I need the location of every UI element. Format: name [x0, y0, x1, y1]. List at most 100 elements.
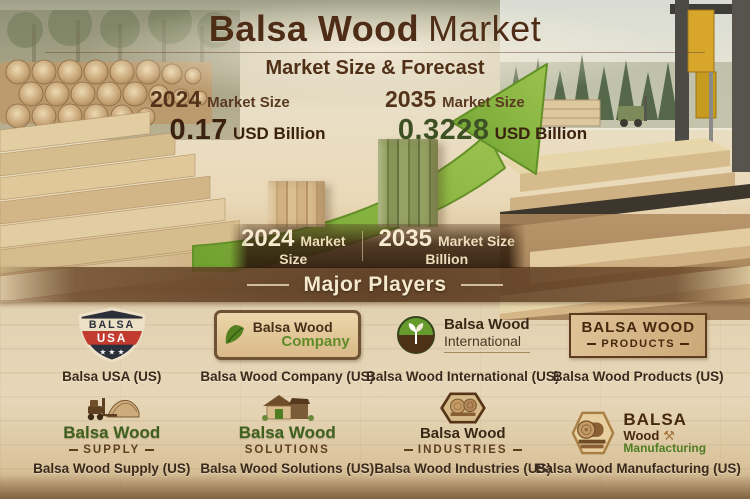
player-label: Balsa Wood Supply (US): [33, 461, 191, 476]
supply-line2: SUPPLY: [83, 444, 141, 456]
company-logo: Balsa Wood Company: [213, 306, 361, 364]
barn-icon: [262, 395, 315, 421]
forklift-icon: [87, 398, 140, 421]
player-balsa-wood-manufacturing: BALSA Wood ⚒ Manufacturing Balsa Wood Ma…: [536, 392, 741, 476]
heading-dash-right: [460, 283, 503, 286]
page-title: Balsa Wood Market: [0, 8, 750, 50]
supply-logo: Balsa Wood SUPPLY: [63, 392, 160, 456]
axis-label-2024: 2024 Market Size: [241, 224, 346, 267]
company-line2: Company: [281, 332, 350, 350]
company-line1: Balsa Wood: [252, 319, 333, 336]
solutions-logo: Balsa Wood SOLUTIONS: [239, 392, 336, 456]
players-row-2: Balsa Wood SUPPLY Balsa Wood Supply (US): [24, 392, 741, 476]
products-line2-row: PRODUCTS: [581, 338, 695, 350]
dash-right: [680, 342, 690, 345]
solutions-line1: Balsa Wood: [238, 423, 336, 442]
player-label: Balsa Wood Industries (US): [374, 461, 552, 476]
dash-left: [69, 449, 79, 451]
axis-2024-line2: Size: [279, 250, 308, 267]
axis-2035-line2: Billion: [425, 250, 469, 267]
wood-plaque: Balsa Wood Company: [213, 310, 361, 360]
player-balsa-wood-supply: Balsa Wood SUPPLY Balsa Wood Supply (US): [24, 392, 200, 476]
axis-2024-year: 2024: [241, 224, 295, 252]
bar-2035: [378, 139, 438, 227]
log-badge-icon: [439, 392, 486, 424]
stat-2024-unit: USD Billion: [232, 124, 326, 143]
stars-icon: ★ ★ ★: [99, 347, 124, 356]
supply-line2-row: SUPPLY: [69, 444, 155, 456]
industries-line2: INDUSTRIES: [417, 444, 508, 456]
products-line1: BALSA WOOD: [581, 318, 696, 336]
international-logo-text: Balsa Wood International: [443, 316, 530, 353]
axe-icon: ⚒: [663, 427, 675, 443]
manufacturing-line2: Wood: [623, 427, 660, 443]
major-players-band: Major Players: [0, 267, 750, 302]
stat-2024: 2024 Market Size 0.17 USD Billion: [150, 86, 345, 147]
player-label: Balsa Wood Products (US): [552, 369, 724, 384]
title-divider: [45, 52, 705, 53]
international-logo: Balsa Wood International: [396, 306, 530, 364]
axis-2024-line1: Market: [300, 232, 346, 249]
stat-2035-head: 2035 Market Size: [385, 86, 600, 113]
sprout-globe-icon: [396, 316, 435, 354]
wood-stamp: BALSA WOOD PRODUCTS: [569, 312, 708, 358]
subtitle: Market Size & Forecast: [265, 57, 485, 79]
products-line2: PRODUCTS: [601, 337, 676, 350]
industries-line2-row: INDUSTRIES: [403, 444, 522, 456]
stat-2035-label: Market Size: [442, 94, 525, 111]
international-line1: Balsa Wood: [443, 316, 530, 334]
stat-2024-value: 0.17: [169, 114, 228, 146]
manufacturing-logo-text: BALSA Wood ⚒ Manufacturing: [623, 411, 706, 455]
solutions-line2: SOLUTIONS: [244, 444, 330, 456]
player-balsa-wood-international: Balsa Wood International Balsa Wood Inte…: [366, 306, 559, 384]
bar-2024: [268, 181, 325, 227]
axis-label-2035: 2035 Market Size Billion: [378, 224, 515, 267]
stat-2035-unit: USD Billion: [494, 124, 588, 143]
player-balsa-usa: BALSA USA ★ ★ ★ Balsa USA (US): [24, 306, 200, 384]
balsa-usa-line1: BALSA: [89, 319, 135, 331]
chart-axis-band: 2024 Market Size 2035 Market Size Billion: [230, 224, 526, 268]
header-haze: [90, 0, 660, 100]
manufacturing-line2-row: Wood ⚒: [623, 429, 706, 443]
international-line2: International: [443, 332, 522, 349]
balsa-usa-logo: BALSA USA ★ ★ ★: [69, 306, 155, 364]
dash-right: [512, 449, 522, 451]
barrel-badge-icon: [571, 411, 615, 455]
balsa-usa-line2: USA: [97, 332, 127, 345]
player-label: Balsa Wood Solutions (US): [200, 461, 375, 476]
player-balsa-wood-products: BALSA WOOD PRODUCTS Balsa Wood Products …: [551, 306, 727, 384]
industries-logo: Balsa Wood INDUSTRIES: [403, 392, 522, 456]
axis-2035-year: 2035: [378, 224, 432, 252]
stat-2035-value: 0.3228: [397, 114, 490, 146]
player-balsa-wood-solutions: Balsa Wood SOLUTIONS Balsa Wood Solution…: [200, 392, 376, 476]
player-label: Balsa Wood International (US): [366, 369, 560, 384]
solutions-line2-row: SOLUTIONS: [245, 444, 330, 456]
heading-dash-left: [247, 283, 290, 286]
player-label: Balsa Wood Manufacturing (US): [535, 461, 741, 476]
player-label: Balsa Wood Company (US): [200, 369, 375, 384]
dash-left: [403, 449, 413, 451]
stat-2035-year: 2035: [385, 86, 437, 112]
supply-line1: Balsa Wood: [63, 423, 161, 442]
manufacturing-logo: BALSA Wood ⚒ Manufacturing: [570, 392, 706, 456]
dash-left: [587, 342, 597, 345]
stat-2024-value-row: 0.17 USD Billion: [150, 114, 345, 147]
title-bold: Balsa Wood: [208, 8, 420, 49]
international-underline: [443, 351, 530, 353]
stat-2035: 2035 Market Size 0.3228 USD Billion: [385, 86, 600, 147]
products-logo: BALSA WOOD PRODUCTS: [569, 306, 708, 364]
manufacturing-line1: BALSA: [623, 409, 687, 429]
player-balsa-wood-company: Balsa Wood Company Balsa Wood Company (U…: [200, 306, 376, 384]
stat-2024-year: 2024: [150, 86, 202, 112]
shield-icon: BALSA USA ★ ★ ★: [78, 307, 146, 363]
title-light: Market: [428, 8, 542, 49]
player-balsa-wood-industries: Balsa Wood INDUSTRIES Balsa Wood Industr…: [374, 392, 552, 476]
stat-2024-head: 2024 Market Size: [150, 86, 345, 113]
stat-2024-label: Market Size: [207, 94, 290, 111]
manufacturing-line3: Manufacturing: [623, 441, 707, 456]
floor-shadow: [0, 475, 750, 499]
industries-line1: Balsa Wood: [419, 425, 506, 442]
stat-2035-value-row: 0.3228 USD Billion: [385, 114, 600, 147]
major-players-heading: Major Players: [303, 272, 447, 296]
